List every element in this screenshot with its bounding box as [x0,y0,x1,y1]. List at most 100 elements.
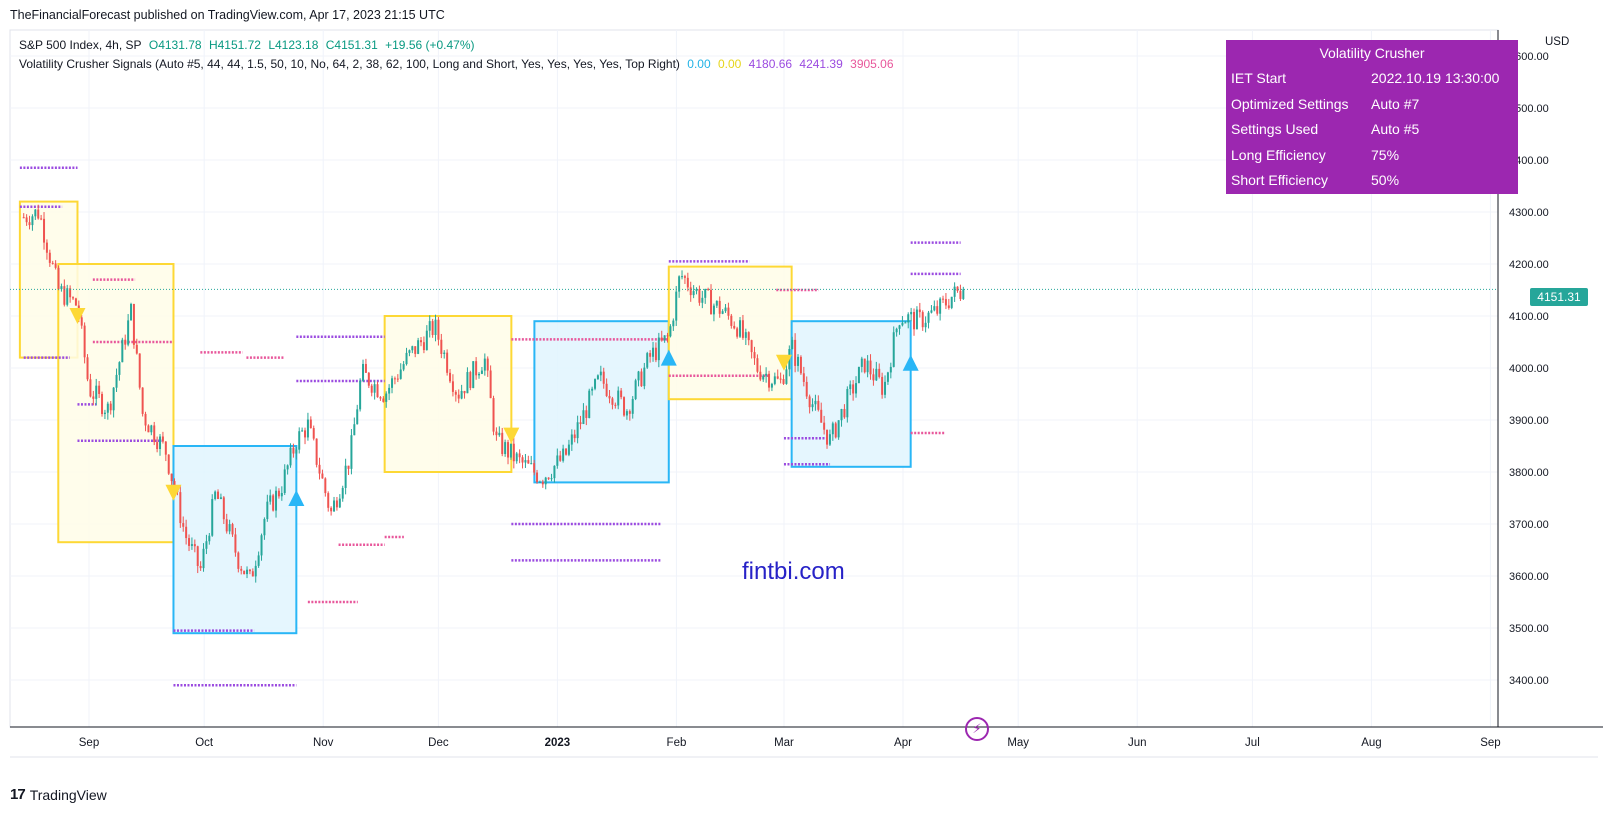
candle-body [188,538,191,546]
candle-body [118,362,121,375]
candle-body [304,430,307,438]
candle-body [54,263,57,268]
candle-body [939,298,942,314]
candle-body [289,447,292,466]
candle-body [878,368,881,377]
candle-body [791,339,794,350]
candle-body [686,277,689,288]
candle-body [34,209,37,217]
candle-body [704,288,707,298]
indicator-name[interactable]: Volatility Crusher Signals (Auto #5, 44,… [19,57,680,71]
candle-body [327,493,330,508]
candle-body [541,481,544,485]
x-tick-label: Sep [1480,737,1500,749]
candle-body [576,422,579,439]
candle-body [585,410,588,418]
candle-body [904,322,907,324]
candle-body [292,447,295,454]
tradingview-logo[interactable]: 17 TradingView [10,786,107,803]
candle-body [318,464,321,474]
candle-body [309,419,312,429]
candle-body [672,320,675,327]
lightning-icon[interactable]: ⚡ [965,717,989,741]
candle-body [947,305,950,308]
candle-body [756,358,759,372]
candle-body [420,340,423,343]
candle-body [443,352,446,354]
x-tick-label: Mar [774,737,794,749]
candle-body [794,339,797,366]
candle-body [698,289,701,303]
candle-body [63,286,66,305]
symbol-name[interactable]: S&P 500 Index, 4h, SP [19,38,142,52]
candle-body [80,317,83,326]
candle-body [98,385,101,394]
panel-row-value: 75% [1371,146,1400,163]
candle-body [396,378,399,380]
candle-body [57,267,60,290]
change-value: +19.56 (+0.47%) [385,38,475,52]
candle-body [567,444,570,455]
candle-body [846,389,849,418]
panel-title: Volatility Crusher [1319,45,1425,61]
short-arrow-icon [165,484,182,501]
y-tick-label: 3500.00 [1509,623,1549,635]
candle-body [269,495,272,502]
candle-body [393,378,396,380]
candle-body [156,442,159,450]
candle-body [799,356,802,374]
candle-body [86,357,89,380]
candle-body [681,276,684,278]
candle-body [538,481,541,483]
candle-body [95,385,98,399]
candle-body [257,555,260,566]
candle-body [167,454,170,474]
candle-body [849,384,852,390]
candle-body [121,339,124,363]
candle-body [570,434,573,445]
candle-body [341,487,344,499]
candle-body [759,371,762,380]
candle-body [915,309,918,330]
candle-body [643,367,646,387]
candle-body [933,306,936,311]
y-tick-label: 3700.00 [1509,519,1549,531]
candle-body [161,436,164,442]
candle-body [765,373,768,376]
candle-body [884,381,887,395]
candle-body [315,438,318,465]
candle-body [263,519,266,536]
candle-body [712,305,715,315]
candle-body [808,396,811,408]
candle-body [727,307,730,316]
candle-body [875,368,878,381]
candle-body [135,344,138,354]
candle-body [683,276,686,278]
watermark-text: fintbi.com [742,558,845,585]
candle-body [243,570,246,575]
candle-body [768,373,771,388]
candle-body [527,460,530,464]
long-arrow-icon [902,354,919,371]
candle-body [170,473,173,482]
candle-body [776,376,779,379]
y-tick-label: 4200.00 [1509,259,1549,271]
candle-body [562,448,565,461]
candle-body [196,546,199,566]
x-tick-label: May [1007,737,1029,749]
candle-body [750,340,753,353]
candle-body [753,352,756,359]
candle-body [182,523,185,527]
candle-body [454,391,457,395]
candle-body [480,370,483,374]
candle-body [507,442,510,458]
candle-body [225,519,228,532]
candle-body [132,303,135,345]
x-tick-label: Aug [1361,737,1381,749]
candle-body [895,328,898,333]
candle-body [69,288,72,298]
candle-body [718,300,721,314]
x-tick-label: Sep [79,737,99,749]
candle-body [924,322,927,328]
candle-body [37,209,40,219]
